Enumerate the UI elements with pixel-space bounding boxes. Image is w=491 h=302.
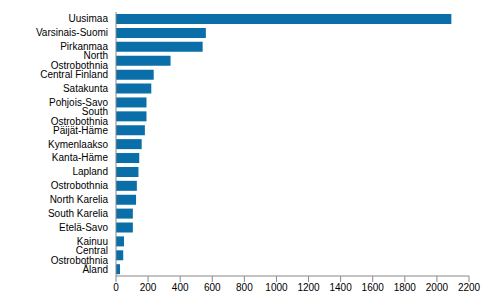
svg-text:400: 400: [172, 282, 189, 293]
svg-text:0: 0: [113, 282, 119, 293]
svg-text:Åland: Åland: [82, 263, 108, 275]
svg-text:SouthOstrobothnia: SouthOstrobothnia: [51, 106, 109, 127]
svg-text:Kanta-Häme: Kanta-Häme: [52, 152, 109, 163]
svg-text:1600: 1600: [362, 282, 385, 293]
svg-text:800: 800: [236, 282, 253, 293]
svg-text:1200: 1200: [297, 282, 320, 293]
svg-text:Central Finland: Central Finland: [40, 69, 108, 80]
svg-text:Pirkanmaa: Pirkanmaa: [60, 41, 108, 53]
svg-text:2200: 2200: [458, 282, 481, 293]
svg-text:NorthOstrobothnia: NorthOstrobothnia: [51, 50, 109, 71]
svg-text:Uusimaa: Uusimaa: [69, 13, 109, 24]
svg-text:2000: 2000: [426, 282, 449, 293]
svg-text:North Karelia: North Karelia: [50, 194, 109, 205]
svg-text:Ostrobothnia: Ostrobothnia: [51, 180, 109, 191]
svg-text:Varsinais-Suomi: Varsinais-Suomi: [36, 27, 108, 38]
svg-text:Satakunta: Satakunta: [63, 83, 108, 94]
svg-text:Lapland: Lapland: [72, 166, 108, 177]
svg-text:1000: 1000: [265, 282, 288, 293]
svg-text:Päijät-Häme: Päijät-Häme: [53, 125, 108, 136]
svg-text:600: 600: [204, 282, 221, 293]
svg-text:200: 200: [140, 282, 157, 293]
svg-text:South Karelia: South Karelia: [48, 208, 108, 219]
svg-text:CentralOstrobothnia: CentralOstrobothnia: [51, 245, 109, 266]
svg-text:1400: 1400: [330, 282, 353, 293]
svg-text:1800: 1800: [394, 282, 417, 293]
svg-text:Pohjois-Savo: Pohjois-Savo: [49, 96, 108, 108]
svg-text:Kymenlaakso: Kymenlaakso: [48, 139, 108, 150]
svg-text:Kainuu: Kainuu: [76, 235, 108, 247]
svg-text:Etelä-Savo: Etelä-Savo: [59, 222, 108, 233]
